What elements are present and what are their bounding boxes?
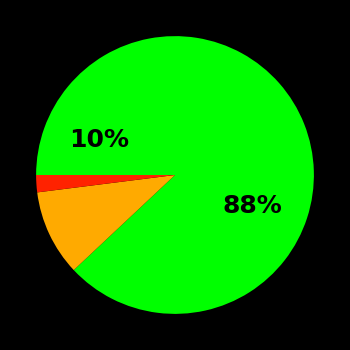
Text: 88%: 88%	[223, 194, 282, 218]
Wedge shape	[36, 175, 175, 192]
Text: 10%: 10%	[70, 127, 130, 152]
Wedge shape	[36, 36, 314, 314]
Wedge shape	[37, 175, 175, 270]
